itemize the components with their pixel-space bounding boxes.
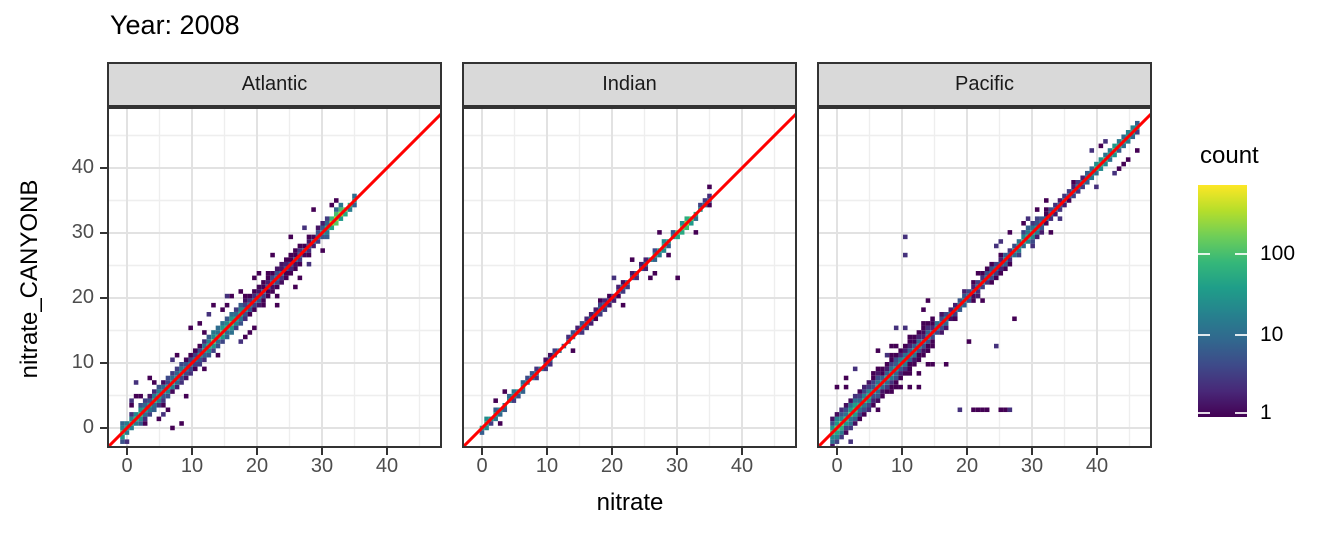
x-axis-tick — [256, 448, 258, 455]
x-axis-tick — [191, 448, 193, 455]
x-axis-tick — [481, 448, 483, 455]
facet-strip-label: Pacific — [955, 73, 1014, 95]
x-tick-label: 10 — [180, 455, 204, 477]
y-axis-tick — [100, 297, 107, 299]
legend-tick — [1235, 412, 1247, 414]
x-tick-label: 0 — [121, 455, 133, 477]
legend-tick-label: 1 — [1260, 401, 1272, 424]
y-axis-tick — [100, 427, 107, 429]
x-axis-tick — [611, 448, 613, 455]
facet-strip-pacific: Pacific — [817, 62, 1152, 107]
legend-tick-label: 10 — [1260, 323, 1284, 347]
bin2d-plot-atlantic — [107, 107, 442, 448]
y-axis-tick — [100, 167, 107, 169]
x-axis-tick — [386, 448, 388, 455]
x-tick-label: 0 — [831, 455, 843, 477]
x-tick-label: 20 — [245, 455, 269, 477]
facet-strip-label: Atlantic — [241, 73, 308, 95]
bin2d-plot-pacific — [817, 107, 1152, 448]
x-tick-label: 40 — [730, 455, 754, 477]
facet-strip-label: Indian — [602, 73, 657, 95]
y-tick-label: 40 — [71, 156, 94, 178]
plot-title: Year: 2008 — [110, 10, 240, 40]
legend-tick — [1235, 334, 1247, 337]
facet-strip-indian: Indian — [462, 62, 797, 107]
facet-strip-atlantic: Atlantic — [107, 62, 442, 107]
x-tick-label: 10 — [535, 455, 559, 477]
x-axis-tick — [676, 448, 678, 455]
x-axis-tick — [966, 448, 968, 455]
x-tick-label: 20 — [600, 455, 624, 477]
bin2d-plot-indian — [462, 107, 797, 448]
x-axis-tick — [546, 448, 548, 455]
x-axis-tick — [1096, 448, 1098, 455]
x-tick-label: 30 — [310, 455, 334, 477]
y-axis-tick — [100, 362, 107, 364]
legend-tick-label: 100 — [1260, 241, 1296, 265]
legend-tick — [1198, 412, 1210, 414]
x-tick-label: 30 — [665, 455, 689, 477]
x-axis-tick — [321, 448, 323, 455]
panel-pacific — [817, 107, 1152, 448]
panel-indian — [462, 107, 797, 448]
legend-tick — [1235, 252, 1247, 255]
x-tick-label: 40 — [375, 455, 399, 477]
y-tick-label: 0 — [82, 416, 94, 438]
panel-atlantic — [107, 107, 442, 448]
y-tick-label: 30 — [71, 221, 94, 243]
x-tick-label: 40 — [1085, 455, 1109, 477]
legend-colorbar — [1198, 185, 1247, 417]
y-axis-tick — [100, 232, 107, 234]
x-tick-label: 20 — [955, 455, 979, 477]
x-axis-title: nitrate — [596, 489, 664, 516]
x-axis-tick — [836, 448, 838, 455]
x-tick-label: 10 — [890, 455, 914, 477]
x-axis-tick — [126, 448, 128, 455]
x-axis-tick — [741, 448, 743, 455]
y-tick-label: 10 — [71, 351, 94, 373]
x-axis-tick — [1031, 448, 1033, 455]
legend-title: count — [1200, 142, 1259, 169]
y-tick-label: 20 — [71, 286, 94, 308]
y-axis-title: nitrate_CANYONB — [16, 179, 43, 379]
x-axis-tick — [901, 448, 903, 455]
legend-tick — [1198, 252, 1210, 255]
x-tick-label: 30 — [1020, 455, 1044, 477]
x-tick-label: 0 — [476, 455, 488, 477]
legend-tick — [1198, 334, 1210, 337]
